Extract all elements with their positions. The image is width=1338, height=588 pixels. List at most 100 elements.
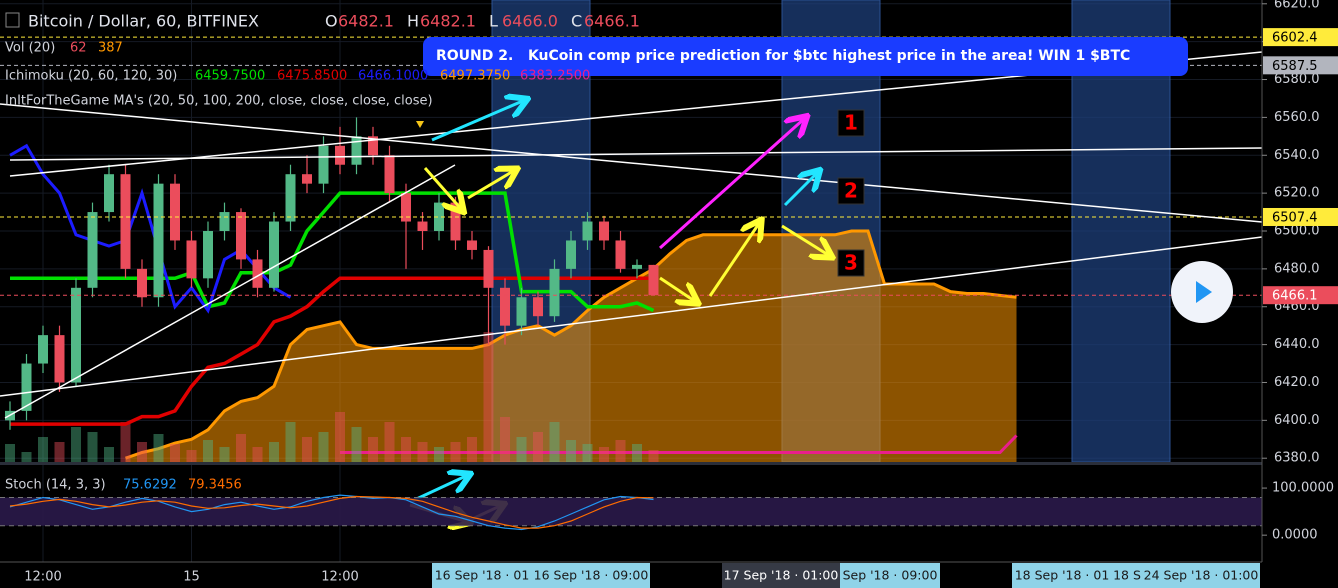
volume-bar — [269, 442, 279, 462]
volume-bar — [21, 452, 32, 462]
candle-body — [21, 363, 32, 411]
volume-bar — [120, 422, 131, 462]
candle-body — [648, 264, 659, 296]
candle-body — [318, 145, 329, 184]
volume-bar — [5, 444, 15, 462]
candle-body — [104, 174, 114, 213]
stoch-band — [0, 497, 1262, 526]
arrow — [659, 276, 696, 302]
candle-body — [120, 174, 131, 269]
ichimoku-value: 6383.2500 — [520, 69, 590, 84]
number-labels: 1 2 3 — [837, 109, 865, 277]
candle-body — [384, 155, 395, 194]
volume-value: 62 — [70, 41, 87, 56]
ichimoku-value: 6497.3750 — [440, 69, 510, 84]
stoch-d-value: 79.3456 — [188, 478, 242, 493]
price-tag — [1263, 207, 1338, 226]
candle-body — [368, 136, 378, 156]
ichimoku-value: 6459.7500 — [195, 69, 265, 84]
highlight-band — [1071, 0, 1171, 463]
y-tick-label: 6580.0 — [1274, 72, 1320, 87]
volume-bar — [351, 427, 362, 462]
candle-body — [54, 335, 65, 383]
volume-bar — [54, 442, 65, 462]
price-tag-label: 6507.4 — [1272, 210, 1318, 225]
candle-body — [186, 240, 197, 279]
y-tick-label: 0.0000 — [1272, 528, 1318, 543]
collapse-icon — [5, 12, 20, 28]
candle-body — [335, 145, 345, 165]
tenkan-line — [10, 191, 655, 313]
volume-bar — [401, 437, 411, 462]
ohlc-key: C — [571, 12, 582, 31]
volume-bar — [368, 437, 378, 462]
banner — [423, 37, 1188, 76]
time-label-box — [532, 563, 650, 588]
arrow — [423, 167, 462, 210]
volume-bar — [137, 442, 147, 462]
volume-bar — [549, 422, 560, 462]
y-tick-label: 6620.0 — [1274, 0, 1320, 11]
time-label: 24 Sep '18 · 01:00 — [1144, 568, 1259, 583]
ichimoku-value: 6475.8500 — [277, 69, 347, 84]
candle-body — [434, 202, 444, 231]
ichimoku-legend: Ichimoku (20, 60, 120, 30) — [5, 69, 177, 84]
time-label-box — [1012, 563, 1112, 588]
label-box — [837, 249, 865, 277]
ohlc-value: 6482.1 — [338, 12, 394, 31]
candle-body — [252, 259, 263, 288]
symbol-title: Bitcoin / Dollar, 60, BITFINEX — [28, 12, 259, 31]
candle-body — [516, 297, 527, 326]
stoch-line — [9, 495, 654, 529]
volume-bar — [302, 437, 312, 462]
play-button[interactable] — [1171, 261, 1233, 323]
ma-legend: InItForTheGame MA's (20, 50, 100, 200, c… — [5, 94, 433, 109]
volume-bar — [615, 440, 626, 462]
annotation-label: 3 — [844, 251, 858, 275]
candle-body — [401, 193, 411, 222]
trend-line — [4, 164, 456, 419]
time-label-box — [432, 563, 532, 588]
price-tag — [1263, 28, 1338, 47]
candle-body — [450, 202, 461, 241]
trend-line — [9, 147, 1263, 161]
annotation-label: 2 — [844, 179, 858, 203]
volume-bar — [71, 427, 81, 462]
cloud-area — [125, 231, 1017, 462]
volume-bar — [219, 447, 230, 462]
candle-body — [236, 212, 246, 260]
volume-bar — [566, 440, 576, 462]
candle-body — [285, 174, 296, 222]
signal-marker — [416, 121, 424, 128]
arrow — [658, 118, 805, 250]
volume-bar — [252, 447, 263, 462]
candle-body — [417, 221, 428, 231]
y-tick-label: 6380.0 — [1274, 451, 1320, 466]
annotation-label: 1 — [844, 111, 858, 135]
time-label-box — [1112, 563, 1142, 588]
volume-bar — [203, 440, 213, 462]
cloud-span-a — [125, 229, 1017, 460]
arrow — [783, 172, 818, 207]
volume-bar — [38, 437, 48, 462]
volume-legend: Vol (20) — [5, 41, 55, 56]
cloud-span-b — [340, 434, 1018, 454]
candle-body — [38, 335, 48, 364]
y-tick-label: 6400.0 — [1274, 413, 1320, 428]
volume-bar — [450, 442, 461, 462]
y-tick-label: 100.0000 — [1272, 481, 1334, 496]
stoch-k-value: 75.6292 — [123, 478, 177, 493]
candle-body — [599, 221, 609, 241]
candle-body — [87, 212, 98, 288]
trend-line — [0, 103, 1263, 223]
label-box — [837, 177, 865, 205]
candle-body — [500, 287, 510, 326]
volume-bar — [599, 447, 609, 462]
ohlc-value: 6482.1 — [420, 12, 476, 31]
header: Bitcoin / Dollar, 60, BITFINEX O 6482.1 H 6… — [5, 12, 640, 109]
y-tick-label: 6560.0 — [1274, 110, 1320, 125]
price-tag-label: 6587.5 — [1272, 59, 1318, 74]
time-label-box — [722, 563, 840, 588]
banner-text: ROUND 2. KuCoin comp price prediction fo… — [436, 48, 1130, 64]
